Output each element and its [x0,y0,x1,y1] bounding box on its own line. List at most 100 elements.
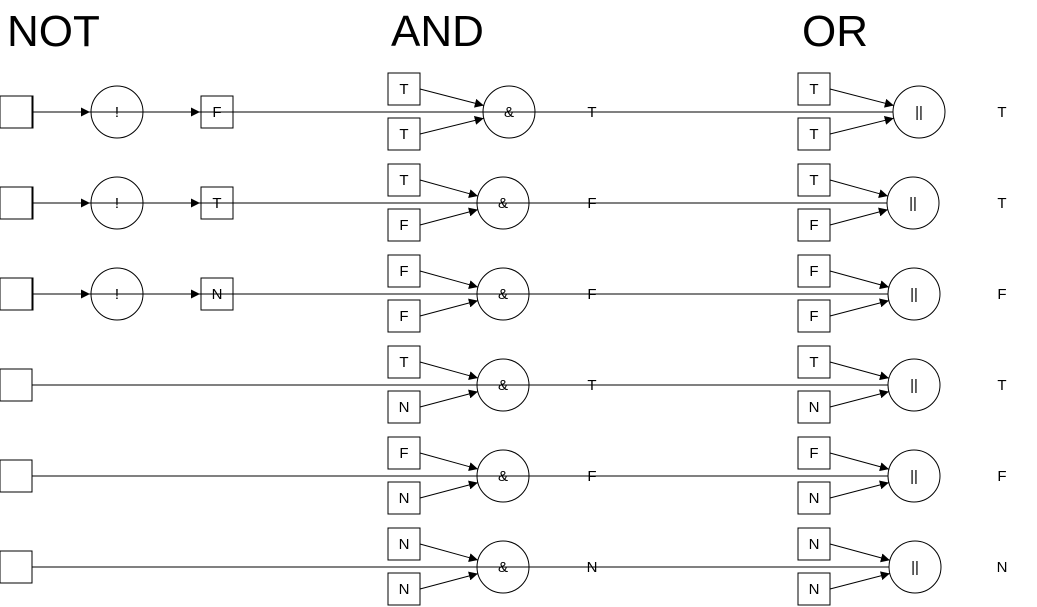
input-node [387,481,421,515]
input-label: N [809,581,820,598]
input-label: T [399,354,408,371]
arrow-edge [829,179,889,198]
input-label: F [809,263,818,280]
arrow-edge [829,270,890,290]
section-or: OR T T || T T F || T F F || F T N || T F N || F N N || N [0,7,1007,606]
arrow-edge [419,452,479,471]
section-title-and: AND [391,7,484,56]
output-label: T [997,195,1006,212]
input-node [797,436,831,470]
or-row: F F || F [0,254,1007,333]
or-row: N N || N [0,527,1007,606]
output-node [0,368,33,402]
input-label: N [809,399,820,416]
arrow-edge [829,389,889,408]
arrow-edge [829,116,894,135]
section-title-or: OR [802,7,868,56]
operator-symbol: || [909,195,917,212]
input-node [387,436,421,470]
input-label: N [399,490,410,507]
input-label: N [399,536,410,553]
or-gate [888,540,942,594]
arrow-edge [829,88,894,108]
input-label: F [809,308,818,325]
input-node [797,527,831,561]
arrow-edge [419,207,478,226]
output-label: T [997,377,1006,394]
arrow-edge [829,361,890,381]
operator-symbol: || [910,377,918,394]
input-node [387,299,421,333]
output-label: F [997,286,1006,303]
input-label: F [399,217,408,234]
input-node [797,299,831,333]
input-label: T [399,172,408,189]
output-label: T [997,104,1006,121]
arrow-edge [419,571,478,590]
input-node [797,390,831,424]
input-node [797,117,831,151]
arrow-edge [419,480,478,499]
arrow-edge [829,543,891,563]
output-label: F [997,468,1006,485]
input-label: T [809,172,818,189]
section-and: AND TT& TTF& FFF& FTN& TFN& FNN& N [0,7,597,606]
input-node [387,390,421,424]
input-node [387,72,421,106]
arrow-edge [419,543,479,562]
or-row: F N || F [0,436,1007,515]
operator-symbol: || [910,468,918,485]
input-node [387,208,421,242]
input-label: T [809,126,818,143]
input-label: T [809,81,818,98]
input-label: T [809,354,818,371]
input-label: T [399,81,408,98]
input-node [387,163,421,197]
output-node [0,550,33,584]
input-node [797,72,831,106]
input-label: N [399,581,410,598]
arrow-edge [829,298,889,317]
input-node [797,345,831,379]
input-label: F [809,445,818,462]
arrow-edge [419,389,478,408]
input-node [797,572,831,606]
arrow-edge [419,270,479,289]
input-node [387,527,421,561]
input-node [387,117,421,151]
input-node [797,163,831,197]
output-node [0,459,33,493]
input-label: F [399,445,408,462]
or-gate [886,176,940,230]
or-row: T F || T [0,163,1007,242]
output-node [0,95,33,129]
arrow-edge [419,88,484,108]
input-node [387,254,421,288]
arrow-edge [829,571,890,590]
input-label: F [399,263,408,280]
or-row: T T || T [0,72,1007,151]
input-node [387,572,421,606]
input-label: T [399,126,408,143]
operator-symbol: || [915,104,923,121]
operator-symbol: || [910,286,918,303]
input-label: F [809,217,818,234]
input-label: N [809,536,820,553]
or-row: T N || T [0,345,1007,424]
input-label: F [399,308,408,325]
or-gate [887,358,941,412]
arrow-edge [419,298,478,317]
rows-or: T T || T T F || T F F || F T N || T F N || F N N || N [0,72,1007,606]
or-gate [887,449,941,503]
input-label: N [399,399,410,416]
operator-symbol: || [911,559,919,576]
input-label: N [809,490,820,507]
arrow-edge [419,179,479,198]
input-node [797,481,831,515]
input-node [797,208,831,242]
section-title-not: NOT [7,7,100,56]
section-not: NOT T!FF!TN!N [0,7,234,321]
output-node [0,186,33,220]
arrow-edge [829,452,890,472]
